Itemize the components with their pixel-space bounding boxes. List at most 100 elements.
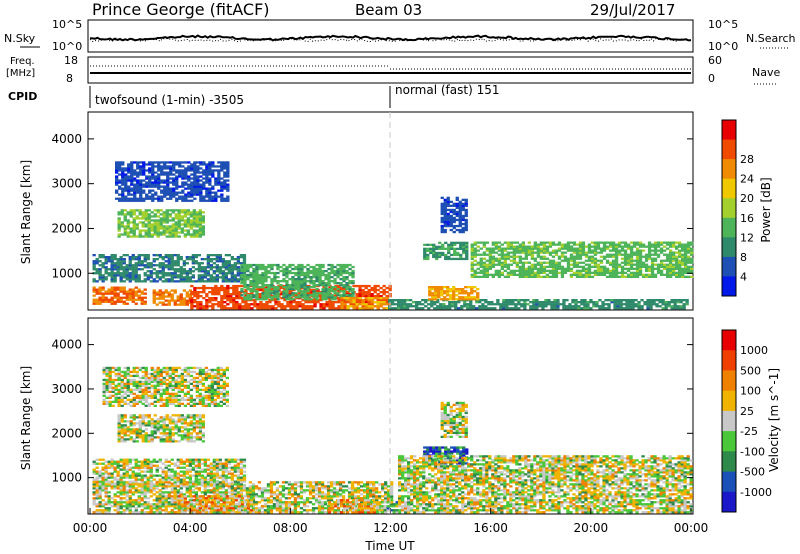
heatmap-cell-11 [575, 253, 580, 256]
heatmap-cell-3 [196, 167, 200, 170]
heatmap-cell-1 [113, 262, 117, 265]
heatmap-cell-2 [186, 229, 190, 232]
heatmap-cell-5 [238, 307, 242, 310]
heatmap-cell-1 [125, 266, 129, 269]
heatmap-cell-5 [337, 307, 341, 310]
heatmap-cell-11 [533, 263, 537, 266]
heatmap-cell-0 [173, 464, 177, 467]
heatmap-cell-11 [488, 265, 492, 268]
heatmap-cell-1 [101, 276, 105, 279]
heatmap-cell-1 [143, 266, 147, 269]
heatmap-cell-1 [126, 428, 130, 431]
heatmap-cell-2 [117, 227, 121, 230]
heatmap-cell-8 [601, 303, 605, 306]
heatmap-cell-0 [179, 462, 183, 465]
heatmap-cell-0 [140, 464, 144, 467]
heatmap-cell-6 [294, 296, 298, 299]
heatmap-cell-1 [149, 274, 153, 277]
heatmap-cell-6 [297, 267, 301, 271]
heatmap-cell-0 [143, 470, 147, 473]
heatmap-cell-0 [152, 458, 156, 461]
heatmap-cell-10 [452, 288, 456, 291]
heatmap-cell-3 [193, 187, 197, 190]
heatmap-cell-10 [434, 298, 438, 301]
heatmap-cell-8 [541, 305, 545, 308]
heatmap-cell-8 [622, 299, 626, 302]
heatmap-cell-5 [193, 299, 197, 302]
heatmap-cell-11 [500, 271, 504, 274]
heatmap-cell-5 [190, 299, 194, 302]
heatmap-cell-2 [171, 223, 175, 226]
heatmap-cell-11 [470, 255, 474, 258]
heatmap-cell-1 [191, 270, 195, 273]
heatmap-cell-12 [464, 202, 468, 205]
heatmap-cell-6 [252, 288, 256, 291]
heatmap-cell-6 [282, 271, 286, 275]
heatmap-cell-10 [464, 292, 468, 295]
heatmap-cell-1 [221, 260, 225, 263]
heatmap-cell-2 [171, 209, 175, 212]
heatmap-cell-6 [285, 276, 289, 279]
heatmap-cell-3 [160, 167, 164, 170]
heatmap-cell-6 [309, 282, 313, 285]
heatmap-cell-11 [599, 273, 604, 276]
heatmap-cell-11 [614, 265, 619, 268]
heatmap-cell-11 [560, 267, 565, 270]
heatmap-cell-11 [672, 255, 676, 258]
heatmap-cell-6 [330, 269, 334, 273]
heatmap-cell-11 [684, 251, 688, 254]
heatmap-cell-6 [261, 284, 265, 287]
heatmap-cell-12 [464, 200, 468, 203]
heatmap-cell-3 [157, 169, 161, 172]
heatmap-cell-8 [517, 301, 521, 304]
heatmap-cell-1 [131, 258, 135, 261]
heatmap-cell-11 [530, 275, 534, 278]
heatmap-cell-12 [452, 204, 456, 207]
heatmap-cell-8 [421, 299, 425, 302]
heatmap-cell-12 [443, 204, 447, 207]
heatmap-cell-2 [201, 211, 205, 214]
heatmap-cell-0 [125, 296, 129, 299]
heatmap-cell-0 [236, 468, 240, 471]
heatmap-cell-10 [443, 290, 447, 293]
heatmap-cell-5 [208, 297, 212, 300]
heatmap-cell-1 [191, 260, 195, 263]
heatmap-cell-8 [646, 301, 650, 304]
heatmap-cell-11 [575, 271, 580, 274]
heatmap-cell-0 [113, 300, 117, 303]
heatmap-cell-8 [670, 305, 674, 308]
heatmap-cell-11 [521, 267, 525, 270]
heatmap-cell-3 [157, 179, 161, 182]
heatmap-cell-6 [351, 265, 355, 269]
heatmap-cell-6 [249, 276, 253, 279]
heatmap-cell-11 [536, 247, 540, 250]
heatmap-cell-11 [503, 269, 507, 272]
heatmap-cell-0 [95, 290, 99, 293]
heatmap-cell-7 [364, 305, 368, 308]
heatmap-cell-3 [133, 197, 137, 200]
heatmap-cell-1 [173, 274, 177, 277]
heatmap-cell-5 [193, 286, 197, 290]
heatmap-cell-0 [182, 466, 186, 469]
heatmap-cell-6 [330, 296, 334, 299]
heatmap-cell-7 [355, 305, 359, 308]
heatmap-cell-2 [192, 219, 196, 222]
heatmap-cell-6 [297, 290, 301, 293]
heatmap-cell-2 [192, 229, 196, 232]
heatmap-cell-4 [176, 297, 180, 300]
heatmap-cell-0 [95, 478, 99, 481]
heatmap-cell-8 [658, 299, 662, 302]
heatmap-cell-0 [131, 298, 135, 301]
heatmap-cell-8 [532, 301, 536, 304]
heatmap-cell-3 [175, 185, 179, 188]
heatmap-cell-6 [270, 296, 274, 299]
heatmap-cell-11 [650, 253, 655, 256]
heatmap-cell-11 [509, 269, 513, 272]
heatmap-cell-5 [313, 301, 317, 304]
heatmap-cell-6 [330, 263, 334, 267]
heatmap-cell-0 [119, 286, 123, 289]
heatmap-cell-11 [614, 267, 619, 270]
heatmap-cell-6 [318, 269, 322, 273]
heatmap-cell-8 [598, 299, 602, 302]
heatmap-cell-10 [458, 296, 462, 299]
